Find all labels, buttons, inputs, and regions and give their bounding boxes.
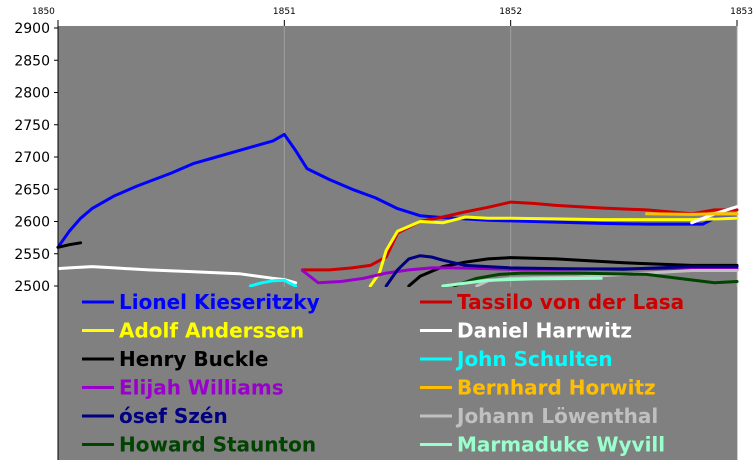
series-line-10 xyxy=(452,271,739,288)
series-line-8 xyxy=(384,254,739,288)
x-axis: 1850 1851 1852 1853 xyxy=(32,7,753,26)
x-tick-label-0: 1850 xyxy=(32,7,55,17)
legend: Lionel Kieseritzky Tassilo von der Lasa Ad… xyxy=(59,287,737,460)
series-line-4-0 xyxy=(56,241,83,249)
x-tick-label-1: 1851 xyxy=(273,7,296,17)
y-tick-label-5: 2650 xyxy=(14,182,50,198)
legend-label-6: Elijah Williams xyxy=(119,376,284,400)
legend-label-11: Marmaduke Wyvill xyxy=(457,433,665,457)
y-tick-label-4: 2700 xyxy=(14,150,50,166)
legend-label-4: Henry Buckle xyxy=(119,347,268,371)
y-tick-label-3: 2750 xyxy=(14,118,50,134)
y-tick-label-6: 2600 xyxy=(14,215,50,231)
series-line-5 xyxy=(248,278,298,288)
y-tick-label-1: 2850 xyxy=(14,53,50,69)
y-tick-label-7: 2550 xyxy=(14,247,50,263)
legend-label-7: Bernhard Horwitz xyxy=(457,376,656,400)
series-lines xyxy=(56,132,739,288)
legend-label-9: Johann Löwenthal xyxy=(455,404,658,428)
legend-label-10: Howard Staunton xyxy=(119,433,316,457)
y-tick-label-8: 2500 xyxy=(14,279,50,295)
legend-label-2: Adolf Anderssen xyxy=(119,319,304,343)
series-line-0 xyxy=(56,132,739,249)
series-line-4-1 xyxy=(407,256,739,288)
series-line-2 xyxy=(368,215,739,288)
x-tick-label-2: 1852 xyxy=(499,7,522,17)
series-line-1 xyxy=(300,200,739,272)
legend-label-5: John Schulten xyxy=(455,347,613,371)
legend-label-0: Lionel Kieseritzky xyxy=(119,290,320,314)
x-tick-label-3: 1853 xyxy=(730,7,753,17)
series-line-11 xyxy=(441,276,603,288)
y-axis: 2900 2850 2800 2750 2700 2650 2600 2550 2500 xyxy=(14,21,59,460)
legend-label-1: Tassilo von der Lasa xyxy=(457,290,684,314)
series-line-3-0 xyxy=(56,265,298,285)
series-line-7 xyxy=(645,212,739,216)
y-tick-label-2: 2800 xyxy=(14,86,50,102)
y-tick-label-0: 2900 xyxy=(14,21,50,37)
legend-box xyxy=(59,287,737,460)
legend-label-3: Daniel Harrwitz xyxy=(457,319,632,343)
legend-label-8: ósef Szén xyxy=(119,404,228,428)
